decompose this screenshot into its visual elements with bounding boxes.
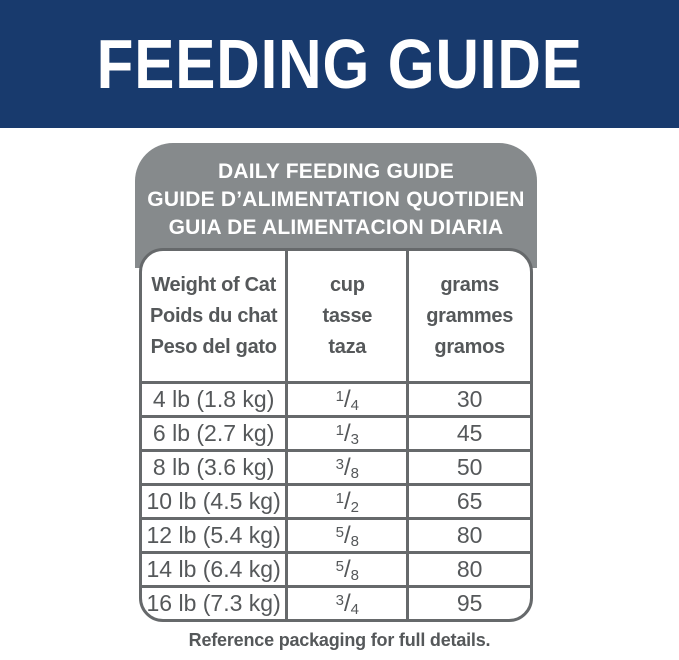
- weight-cell: 8 lb (3.6 kg): [142, 452, 289, 483]
- table-row: 10 lb (4.5 kg) 1/2 65: [142, 483, 530, 517]
- weight-cell: 10 lb (4.5 kg): [142, 486, 289, 517]
- banner-title: FEEDING GUIDE: [96, 25, 583, 103]
- table-header-row: Weight of Cat Poids du chat Peso del gat…: [142, 251, 530, 381]
- reference-note: Reference packaging for full details.: [188, 630, 491, 650]
- header-grams-fr: grammes: [426, 304, 514, 327]
- cup-cell: 5/8: [288, 554, 410, 585]
- header-weight-en: Weight of Cat: [151, 273, 276, 296]
- banner: FEEDING GUIDE: [0, 0, 679, 128]
- cup-cell: 1/2: [288, 486, 410, 517]
- table-row: 8 lb (3.6 kg) 3/8 50: [142, 449, 530, 483]
- cup-cell: 1/4: [288, 384, 410, 415]
- grams-cell: 65: [456, 488, 483, 514]
- cup-fraction: 3/8: [335, 453, 359, 482]
- column-header-grams: grams grammes gramos: [409, 251, 530, 381]
- table-row: 12 lb (5.4 kg) 5/8 80: [142, 517, 530, 551]
- cup-fraction: 5/8: [335, 521, 359, 550]
- cup-cell: 1/3: [288, 418, 410, 449]
- table-row: 16 lb (7.3 kg) 3/4 95: [142, 585, 530, 619]
- cup-fraction: 3/4: [335, 589, 359, 618]
- weight-cell: 12 lb (5.4 kg): [142, 520, 289, 551]
- header-cup-es: taza: [328, 335, 367, 358]
- cup-fraction: 1/3: [335, 419, 359, 448]
- feeding-table: Weight of Cat Poids du chat Peso del gat…: [139, 248, 533, 622]
- column-header-weight: Weight of Cat Poids du chat Peso del gat…: [142, 251, 289, 381]
- cup-fraction: 5/8: [335, 555, 359, 584]
- cup-fraction: 1/2: [335, 487, 359, 516]
- weight-cell: 4 lb (1.8 kg): [142, 384, 289, 415]
- weight-cell: 16 lb (7.3 kg): [142, 588, 289, 619]
- table-row: 4 lb (1.8 kg) 1/4 30: [142, 381, 530, 415]
- weight-cell: 14 lb (6.4 kg): [142, 554, 289, 585]
- header-weight-es: Peso del gato: [150, 335, 277, 358]
- grams-cell: 80: [456, 556, 483, 582]
- header-grams-es: gramos: [434, 335, 505, 358]
- cup-cell: 3/4: [288, 588, 410, 619]
- panel-title-fr: GUIDE D’ALIMENTATION QUOTIDIEN: [147, 188, 525, 211]
- column-header-cup: cup tasse taza: [288, 251, 410, 381]
- cup-cell: 5/8: [288, 520, 410, 551]
- weight-cell: 6 lb (2.7 kg): [142, 418, 289, 449]
- cup-cell: 3/8: [288, 452, 410, 483]
- grams-cell: 95: [456, 590, 483, 616]
- daily-guide-panel: DAILY FEEDING GUIDE GUIDE D’ALIMENTATION…: [135, 143, 537, 268]
- grams-cell: 80: [456, 522, 483, 548]
- header-weight-fr: Poids du chat: [150, 304, 278, 327]
- header-cup-fr: tasse: [322, 304, 373, 327]
- header-cup-en: cup: [329, 273, 365, 296]
- grams-cell: 50: [456, 454, 483, 480]
- grams-cell: 45: [456, 420, 483, 446]
- panel-title-es: GUIA DE ALIMENTACION DIARIA: [168, 216, 504, 239]
- table-row: 6 lb (2.7 kg) 1/3 45: [142, 415, 530, 449]
- cup-fraction: 1/4: [335, 385, 359, 414]
- grams-cell: 30: [456, 386, 483, 412]
- header-grams-en: grams: [440, 273, 499, 296]
- panel-title-en: DAILY FEEDING GUIDE: [217, 160, 454, 183]
- table-row: 14 lb (6.4 kg) 5/8 80: [142, 551, 530, 585]
